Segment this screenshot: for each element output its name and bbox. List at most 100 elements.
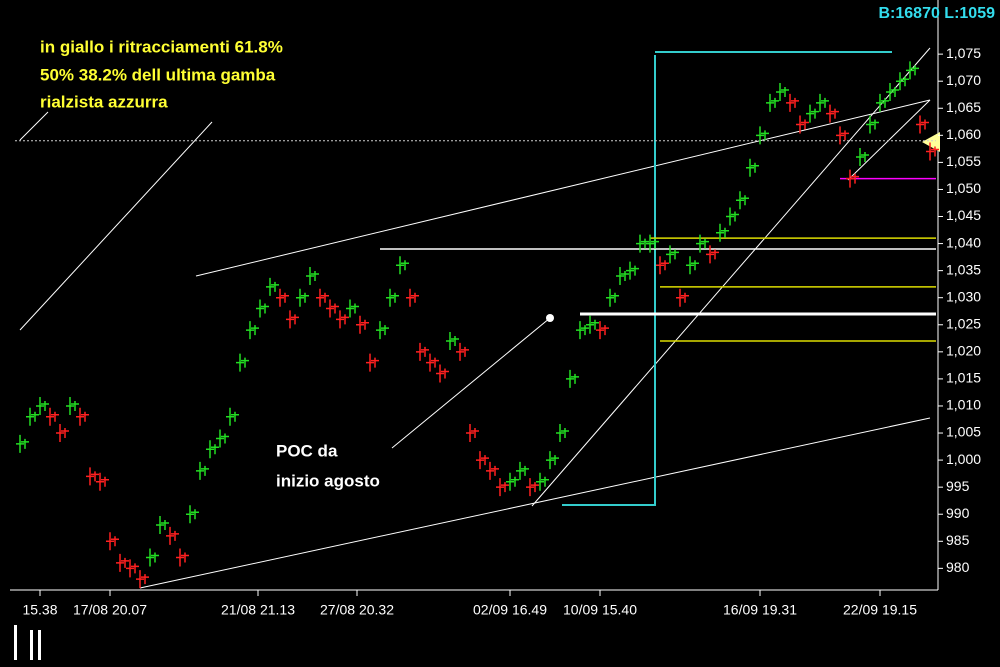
price-bar: [276, 288, 289, 307]
y-tick-label: 990: [946, 505, 970, 521]
price-bar: [656, 256, 669, 275]
price-bar: [696, 234, 709, 253]
price-bar: [226, 407, 239, 426]
price-bar: [896, 72, 909, 91]
price-bar: [286, 310, 299, 329]
price-bar: [26, 407, 39, 426]
x-tick-label: 10/09 15.40: [563, 602, 637, 618]
status-title: B:16870 L:1059: [878, 5, 995, 22]
y-tick-label: 980: [946, 559, 970, 575]
price-bar: [196, 461, 209, 480]
annotation: 50% 38.2% dell ultima gamba: [40, 65, 276, 84]
y-tick-label: 1,070: [946, 72, 981, 88]
price-bar: [886, 83, 899, 102]
trend-line: [19, 111, 49, 141]
price-bar: [486, 461, 499, 480]
y-tick-label: 1,040: [946, 234, 981, 250]
scroll-mark: [14, 625, 17, 660]
price-bar: [36, 396, 49, 415]
price-bar: [856, 147, 869, 166]
y-tick-label: 1,075: [946, 45, 981, 61]
price-bar: [326, 299, 339, 318]
price-bar: [806, 104, 819, 123]
price-bar: [506, 472, 519, 491]
price-bar: [926, 142, 939, 161]
trend-line: [847, 99, 931, 181]
price-bar: [246, 321, 259, 340]
price-bar: [366, 353, 379, 372]
price-bar: [126, 559, 139, 578]
price-bar: [836, 126, 849, 145]
price-bar: [436, 364, 449, 383]
price-bar: [146, 548, 159, 567]
y-tick-label: 1,060: [946, 126, 981, 142]
y-tick-label: 1,015: [946, 370, 981, 386]
y-tick-label: 1,005: [946, 424, 981, 440]
price-bar: [416, 342, 429, 361]
price-bar: [596, 321, 609, 340]
y-tick-label: 1,050: [946, 180, 981, 196]
price-bar: [16, 434, 29, 453]
price-bar: [636, 234, 649, 253]
price-bar: [76, 407, 89, 426]
price-bar: [566, 369, 579, 388]
annotation: rialzista azzurra: [40, 92, 168, 111]
y-tick-label: 1,025: [946, 315, 981, 331]
price-bar: [606, 288, 619, 307]
price-bar: [546, 451, 559, 470]
price-bar: [526, 478, 539, 497]
price-bar: [306, 267, 319, 286]
price-bar: [676, 288, 689, 307]
price-bar: [576, 321, 589, 340]
y-tick-label: 1,030: [946, 288, 981, 304]
price-bar: [46, 407, 59, 426]
scroll-mark: [30, 630, 33, 660]
price-bar: [216, 429, 229, 448]
price-bar: [626, 261, 639, 280]
x-tick-label: 15.38: [22, 602, 57, 618]
price-bar: [466, 424, 479, 443]
y-tick-label: 1,055: [946, 153, 981, 169]
price-bar: [706, 245, 719, 264]
trend-line: [19, 121, 213, 331]
price-bar: [686, 256, 699, 275]
y-tick-label: 1,065: [946, 99, 981, 115]
y-tick-label: 995: [946, 478, 970, 494]
scroll-mark: [38, 630, 41, 660]
annotation: POC da: [276, 441, 338, 460]
price-bar: [396, 256, 409, 275]
price-bar: [406, 288, 419, 307]
price-bar: [516, 461, 529, 480]
price-bar: [106, 532, 119, 551]
price-bar: [646, 234, 659, 253]
price-bar: [426, 353, 439, 372]
price-bar: [756, 126, 769, 145]
price-bar: [116, 553, 129, 572]
trend-line: [195, 99, 931, 277]
price-bar: [616, 267, 629, 286]
price-bar: [186, 505, 199, 524]
annotation: in giallo i ritracciamenti 61.8%: [40, 37, 283, 56]
price-bar: [816, 93, 829, 112]
price-bar: [236, 353, 249, 372]
price-bar: [66, 396, 79, 415]
y-tick-label: 1,000: [946, 451, 981, 467]
price-bar: [256, 299, 269, 318]
price-bar: [356, 315, 369, 334]
leg-box: [562, 51, 892, 506]
price-bar: [766, 93, 779, 112]
price-bar: [786, 93, 799, 112]
price-bar: [846, 169, 859, 188]
price-bar: [726, 207, 739, 226]
price-bar: [456, 342, 469, 361]
price-bar: [866, 115, 879, 134]
poc-pointer: [391, 317, 551, 449]
y-tick-label: 985: [946, 532, 970, 548]
price-bar: [166, 526, 179, 545]
trend-lines: [14, 47, 940, 660]
price-bar: [796, 115, 809, 134]
price-bar: [386, 288, 399, 307]
price-bar: [316, 288, 329, 307]
price-bar: [206, 440, 219, 459]
price-bar: [586, 315, 599, 334]
